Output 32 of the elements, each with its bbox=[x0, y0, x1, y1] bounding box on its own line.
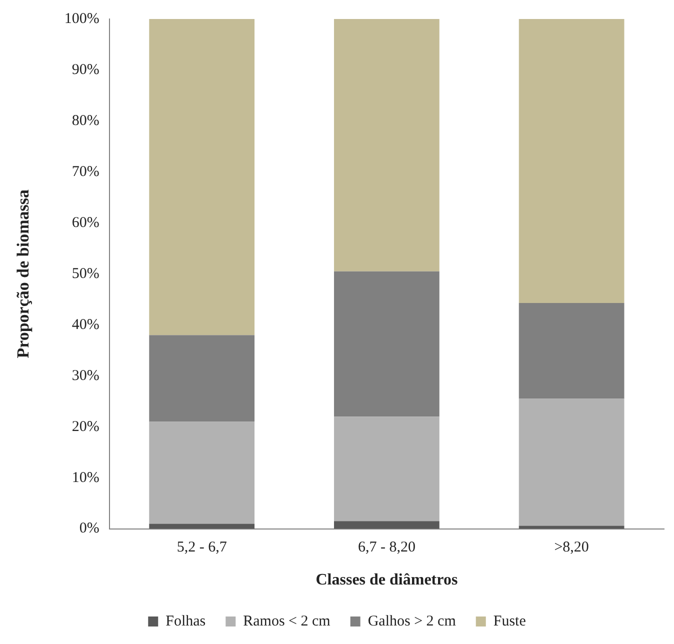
x-tick-label: 5,2 - 6,7 bbox=[176, 540, 228, 556]
y-tick-label: 90% bbox=[72, 62, 100, 78]
x-tick-label: 6,7 - 8,20 bbox=[358, 540, 416, 556]
y-tick-label: 80% bbox=[72, 112, 100, 129]
legend-label: Galhos > 2 cm bbox=[368, 613, 456, 630]
y-tick-label: 40% bbox=[72, 316, 100, 333]
x-tick-label: >8,20 bbox=[554, 540, 589, 556]
legend-label: Fuste bbox=[493, 613, 526, 630]
legend-label: Folhas bbox=[166, 613, 206, 630]
bar bbox=[518, 526, 624, 529]
y-tick-label: 0% bbox=[79, 520, 100, 537]
bar bbox=[334, 271, 440, 417]
bar bbox=[149, 422, 255, 524]
y-tick-label: 10% bbox=[72, 470, 100, 486]
bar bbox=[149, 19, 255, 336]
bar bbox=[149, 335, 255, 422]
bar bbox=[334, 19, 440, 272]
bar bbox=[334, 416, 440, 522]
bar bbox=[518, 19, 624, 303]
bar bbox=[334, 521, 440, 529]
legend-label: Ramos < 2 cm bbox=[243, 613, 331, 630]
x-axis-title: Classes de diâmetros bbox=[316, 572, 458, 589]
y-axis-title: Proporção de biomassa bbox=[14, 189, 33, 358]
y-tick-label: 100% bbox=[64, 10, 100, 27]
bar bbox=[149, 524, 255, 529]
y-tick-label: 70% bbox=[72, 164, 100, 180]
y-tick-label: 60% bbox=[72, 214, 100, 231]
bar bbox=[518, 302, 624, 399]
bar bbox=[518, 398, 624, 526]
y-tick-label: 20% bbox=[72, 418, 100, 435]
y-tick-label: 50% bbox=[72, 266, 100, 282]
y-tick-label: 30% bbox=[72, 368, 100, 384]
